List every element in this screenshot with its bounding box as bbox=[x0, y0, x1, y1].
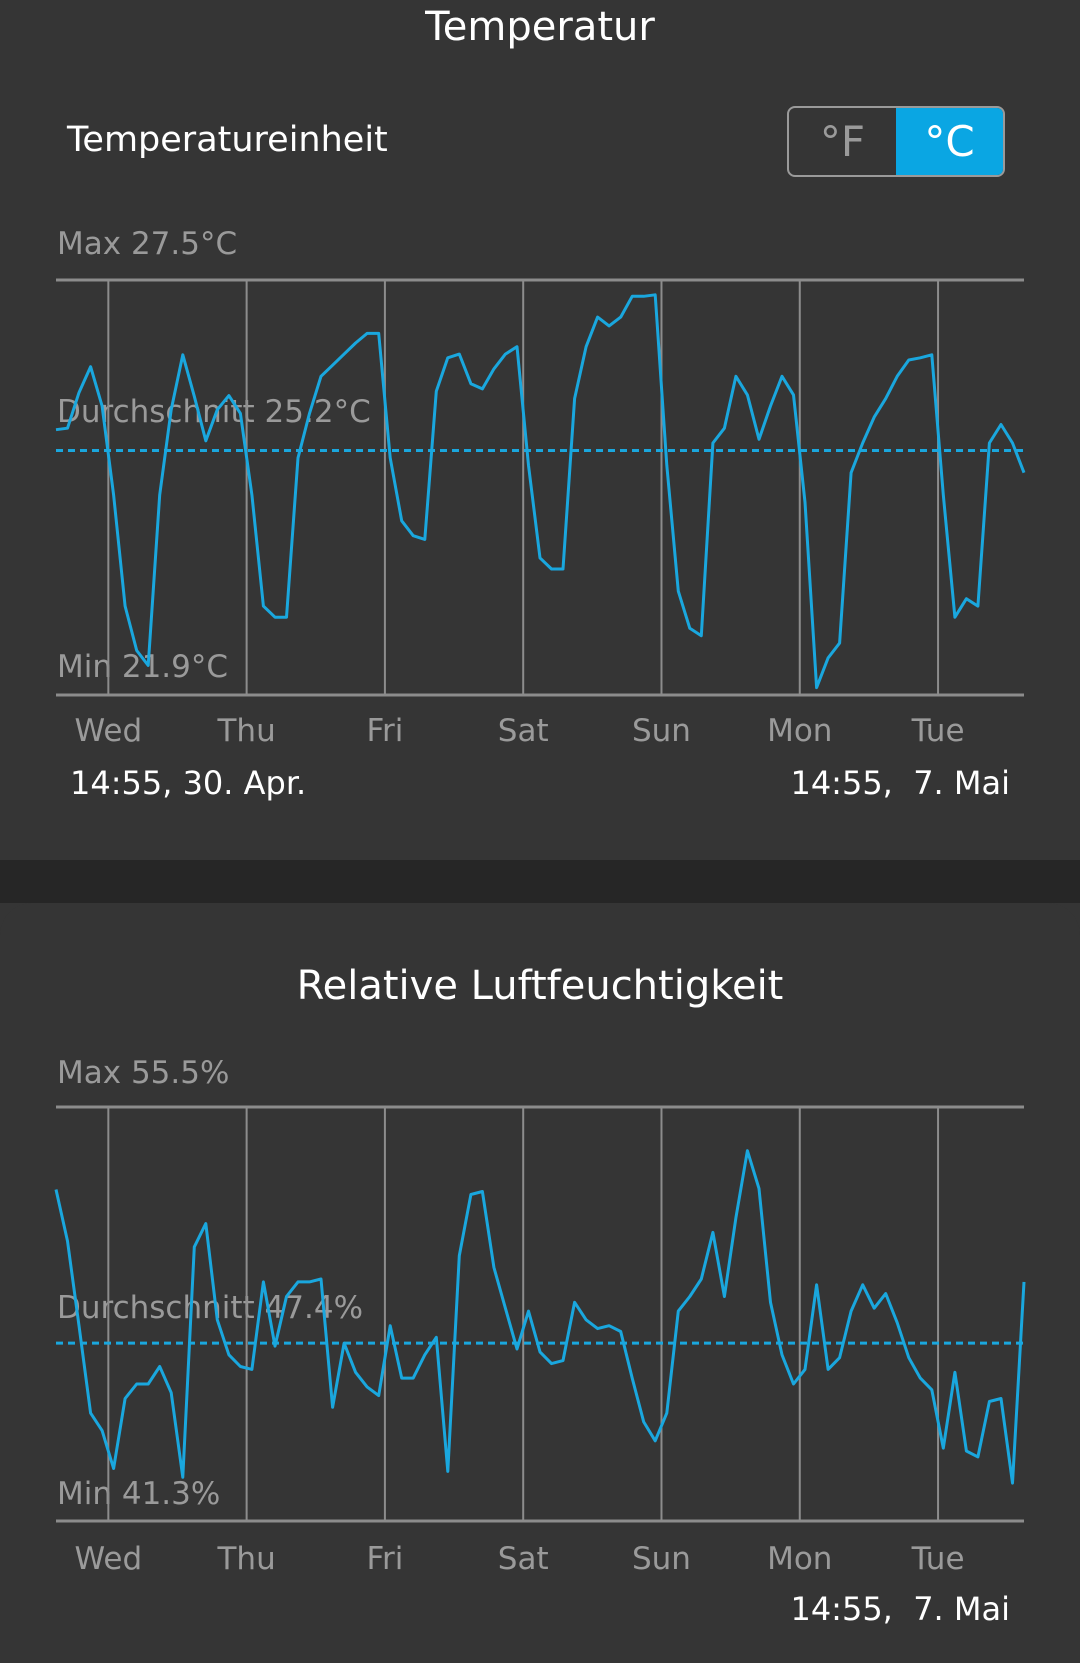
x-tick-label: Mon bbox=[767, 713, 832, 749]
temperature-title: Temperatur bbox=[425, 4, 655, 50]
x-tick-label: Sun bbox=[632, 1541, 691, 1577]
min-label: Min 21.9°C bbox=[57, 649, 228, 685]
fahrenheit-option[interactable]: °F bbox=[819, 117, 866, 166]
x-tick-label: Thu bbox=[217, 713, 276, 749]
max-label: Max 27.5°C bbox=[57, 226, 237, 262]
temperature-start-date: 14:55, 30. Apr. bbox=[70, 764, 307, 802]
max-label: Max 55.5% bbox=[57, 1055, 229, 1091]
x-tick-label: Sat bbox=[498, 1541, 549, 1577]
section-divider bbox=[0, 860, 1080, 903]
x-tick-label: Tue bbox=[911, 713, 965, 749]
x-tick-label: Thu bbox=[217, 1541, 276, 1577]
temperature-end-date: 14:55, 7. Mai bbox=[790, 764, 1010, 802]
min-label: Min 41.3% bbox=[57, 1476, 220, 1512]
temperature-unit-label: Temperatureinheit bbox=[67, 120, 388, 160]
celsius-option[interactable]: °C bbox=[896, 108, 1003, 175]
x-tick-label: Mon bbox=[767, 1541, 832, 1577]
series-line bbox=[54, 1149, 1026, 1485]
humidity-end-date: 14:55, 7. Mai bbox=[790, 1590, 1010, 1628]
x-tick-label: Sat bbox=[498, 713, 549, 749]
humidity-card bbox=[0, 903, 1080, 1663]
temperature-unit-toggle[interactable]: °F °C bbox=[787, 106, 1005, 177]
x-tick-label: Fri bbox=[366, 1541, 403, 1577]
series-line bbox=[55, 293, 1026, 690]
humidity-title: Relative Luftfeuchtigkeit bbox=[296, 963, 784, 1009]
x-tick-label: Wed bbox=[75, 713, 143, 749]
x-tick-label: Sun bbox=[632, 713, 691, 749]
x-tick-label: Tue bbox=[911, 1541, 965, 1577]
x-tick-label: Fri bbox=[366, 713, 403, 749]
average-label: Durchschnitt 47.4% bbox=[57, 1290, 363, 1326]
x-tick-label: Wed bbox=[75, 1541, 143, 1577]
